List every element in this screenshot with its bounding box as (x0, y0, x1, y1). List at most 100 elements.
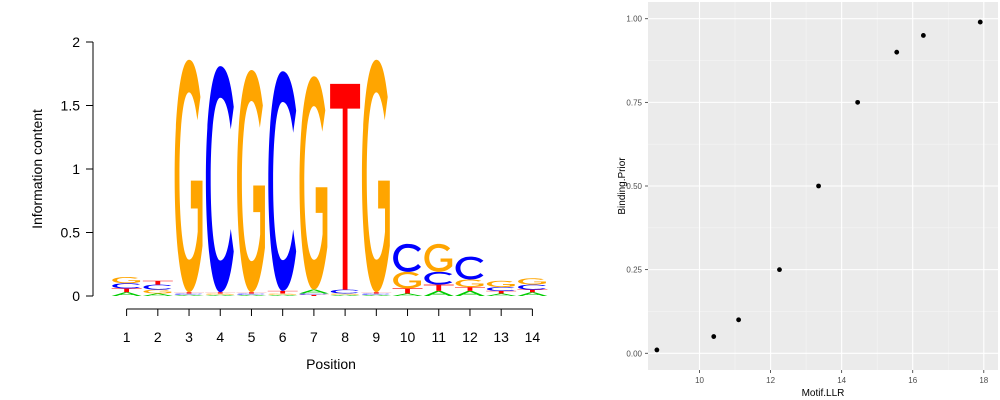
logo-letter-a (174, 294, 205, 296)
logo-letter-t (142, 280, 173, 285)
logo-y-tick-label: 1 (72, 161, 80, 177)
scatter-point (920, 33, 926, 38)
logo-letter-g (299, 76, 328, 290)
logo-letter-g (268, 293, 297, 295)
logo-letter-c (205, 66, 234, 293)
logo-letter-g (393, 271, 422, 289)
logo-letter-a (423, 290, 454, 296)
logo-letter-g (237, 69, 265, 293)
logo-letter-c (361, 293, 390, 295)
scatter-chart: 10 12 14 16 18 0.00 0.25 0.50 0.75 1.00 Motif.LLR B… (617, 2, 998, 399)
logo-x-tick-label: 11 (431, 329, 446, 345)
logo-letter-a (361, 294, 392, 296)
scatter-point (777, 267, 782, 273)
logo-letter-a (298, 289, 329, 294)
logo-letter-t (267, 290, 298, 294)
scatter-point (654, 347, 660, 353)
logo-y-axis-label: Information content (29, 109, 45, 229)
logo-y-tick-label: 2 (72, 34, 80, 50)
logo-letter-t (517, 289, 548, 293)
logo-x-tick-label: 9 (372, 329, 380, 345)
logo-x-tick-label: 14 (525, 329, 541, 345)
logo-letter-a (267, 294, 298, 296)
scatter-point (736, 317, 742, 323)
logo-y-tick-label: 0.5 (61, 225, 81, 241)
scatter-x-tick-label: 12 (766, 376, 775, 385)
logo-x-tick-label: 5 (248, 329, 256, 345)
logo-letter-c (174, 293, 203, 295)
logo-x-tick-label: 4 (216, 329, 224, 345)
logo-letter-c (268, 71, 297, 291)
logo-x-tick-label: 12 (462, 329, 478, 345)
logo-letter-g (424, 243, 453, 272)
logo-letter-g (112, 276, 141, 284)
logo-letter-t (330, 83, 361, 290)
scatter-x-tick-label: 10 (695, 376, 704, 385)
logo-x-tick-label: 1 (123, 329, 131, 345)
logo-letter-a (142, 293, 173, 296)
scatter-point (977, 19, 983, 25)
logo-letter-t (392, 288, 423, 294)
logo-letter-c (237, 293, 265, 295)
logo-x-tick-label: 13 (493, 329, 509, 345)
logo-y-tick-label: 0 (72, 288, 80, 304)
logo-x-tick-label: 6 (279, 329, 287, 345)
logo-letter-c (143, 284, 172, 290)
scatter-point (855, 99, 861, 105)
scatter-y-axis-label: Binding.Prior (617, 157, 628, 215)
logo-letter-c (486, 287, 515, 291)
logo-letter-a (236, 294, 267, 296)
scatter-point (816, 183, 821, 189)
logo-letter-c (112, 283, 141, 289)
logo-letter-g (205, 293, 234, 295)
scatter-x-tick-label: 14 (837, 376, 846, 385)
logo-letter-t (236, 292, 267, 294)
logo-letter-t (205, 292, 236, 294)
logo-letter-g (518, 278, 546, 285)
logo-x-tick-label: 7 (310, 329, 318, 345)
logo-letter-c (455, 256, 484, 280)
scatter-x-axis-label: Motif.LLR (802, 388, 845, 399)
scatter-x-tick-label: 18 (979, 376, 988, 385)
logo-letter-t (111, 288, 142, 293)
scatter-y-tick-label: 1.00 (626, 15, 642, 24)
scatter-point (894, 49, 900, 55)
logo-letter-g (143, 289, 172, 294)
logo-letter-a (486, 293, 517, 296)
logo-letter-a (205, 294, 236, 296)
logo-x-tick-label: 2 (154, 329, 162, 345)
logo-letter-a (392, 293, 423, 296)
logo-x-tick-label: 10 (400, 329, 416, 345)
logo-x-tick-label: 3 (185, 329, 193, 345)
logo-letter-g (174, 59, 203, 293)
logo-letter-g (361, 59, 390, 293)
logo-letter-a (111, 292, 142, 296)
logo-letter-a (330, 294, 361, 296)
logo-x-axis-label: Position (306, 356, 356, 372)
logo-letter-t (174, 292, 205, 294)
scatter-point (711, 334, 717, 339)
scatter-x-tick-label: 16 (908, 376, 917, 385)
logo-letter-c (518, 284, 546, 290)
logo-x-tick-label: 8 (341, 329, 349, 345)
logo-letter-g (486, 280, 515, 288)
logo-letter-t (486, 290, 517, 294)
logo-letter-g (330, 293, 359, 295)
scatter-y-tick-label: 0.25 (626, 266, 642, 275)
logo-letter-a (454, 290, 485, 296)
logo-letter-c (393, 243, 422, 272)
logo-letter-t (298, 294, 329, 296)
logo-letter-t (454, 287, 485, 291)
logo-letter-g (455, 279, 484, 288)
logo-y-tick-label: 1.5 (61, 98, 81, 114)
scatter-y-tick-label: 0.75 (626, 98, 642, 107)
logo-letter-a (517, 292, 548, 296)
scatter-y-tick-label: 0.50 (626, 182, 642, 191)
scatter-y-tick-label: 0.00 (626, 349, 642, 358)
logo-letter-t (423, 284, 454, 291)
logo-letter-c (299, 293, 328, 295)
logo-letter-c (330, 289, 359, 294)
logo-letter-t (361, 292, 392, 294)
logo-letter-c (424, 271, 453, 285)
